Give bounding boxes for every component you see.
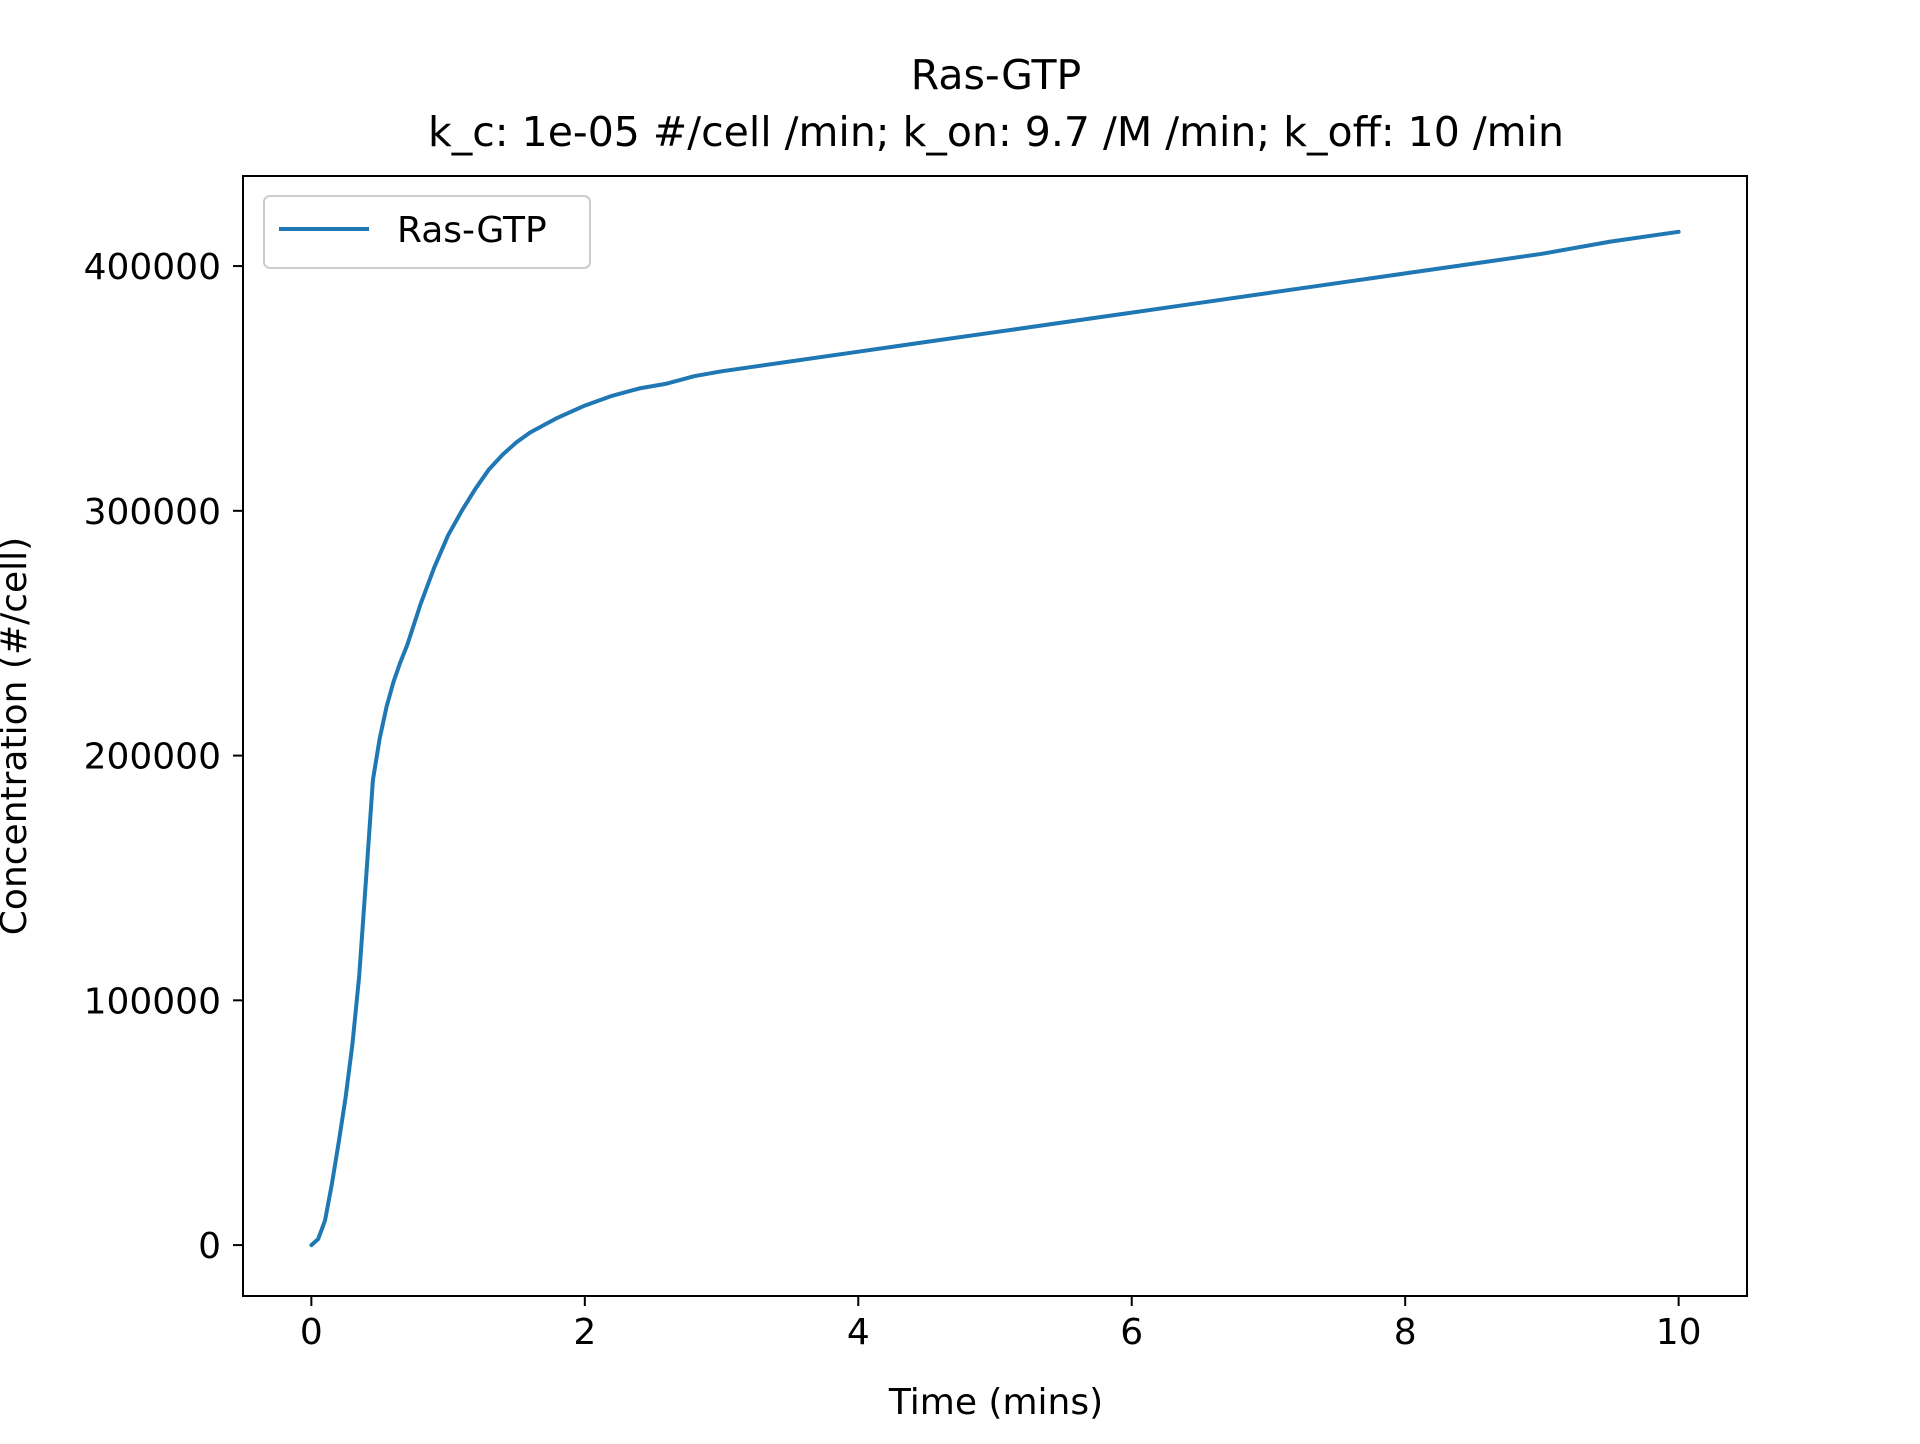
series-line-ras-gtp [309,229,1681,1248]
x-tick-label: 0 [300,1312,323,1353]
x-tick-label: 2 [573,1312,596,1353]
chart-title: Ras-GTP [911,51,1081,99]
y-tick-label: 200000 [84,737,221,778]
x-axis-label: Time (mins) [888,1382,1103,1423]
y-tick-label: 0 [198,1226,221,1267]
x-tick-label: 8 [1394,1312,1417,1353]
legend-box [263,195,591,269]
y-axis-label: Concentration (#/cell) [0,537,35,935]
x-tick-label: 4 [847,1312,870,1353]
plot-area: 0 2 4 6 8 10 0 100000 200000 300000 400000 [84,229,1702,1353]
axes-frame [242,175,1748,1297]
y-tick-label: 100000 [84,981,221,1022]
legend: Ras-GTP [263,195,591,269]
legend-entry-ras-gtp: Ras-GTP [397,210,547,251]
x-tick-label: 6 [1120,1312,1143,1353]
x-tick-label: 10 [1656,1312,1702,1353]
y-tick-label: 300000 [84,492,221,533]
y-tick-label: 400000 [84,247,221,288]
chart-subtitle: k_c: 1e-05 #/cell /min; k_on: 9.7 /M /mi… [428,108,1564,156]
